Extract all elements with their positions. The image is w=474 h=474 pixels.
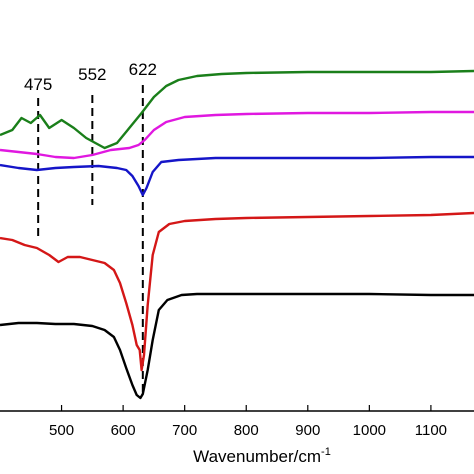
x-tick-label: 500 <box>49 422 74 439</box>
spectrum-series-3 <box>0 155 474 197</box>
x-ticks: 500 600 700 800 900 1000 1100 <box>49 405 447 439</box>
x-tick-label: 800 <box>234 422 259 439</box>
series-layer <box>0 69 474 400</box>
peak-label-552: 552 <box>78 65 106 84</box>
x-axis-title: Wavenumber/cm-1 <box>193 446 331 466</box>
peak-annotations: 475 552 622 <box>24 60 157 396</box>
x-tick-label: 900 <box>295 422 320 439</box>
spectrum-series-5 <box>0 292 474 400</box>
peak-label-622: 622 <box>129 60 157 79</box>
x-tick-label: 700 <box>172 422 197 439</box>
x-axis-title-text: Wavenumber/cm <box>193 447 321 466</box>
spectrum-series-4 <box>0 211 474 372</box>
x-tick-label: 1000 <box>353 422 386 439</box>
x-axis: 500 600 700 800 900 1000 1100 <box>0 405 474 439</box>
spectrum-series-2 <box>0 110 474 160</box>
spectrum-series-1 <box>0 69 474 150</box>
x-tick-label: 600 <box>111 422 136 439</box>
peak-label-475: 475 <box>24 75 52 94</box>
x-tick-label: 1100 <box>415 422 447 439</box>
x-axis-title-superscript: -1 <box>321 446 331 458</box>
